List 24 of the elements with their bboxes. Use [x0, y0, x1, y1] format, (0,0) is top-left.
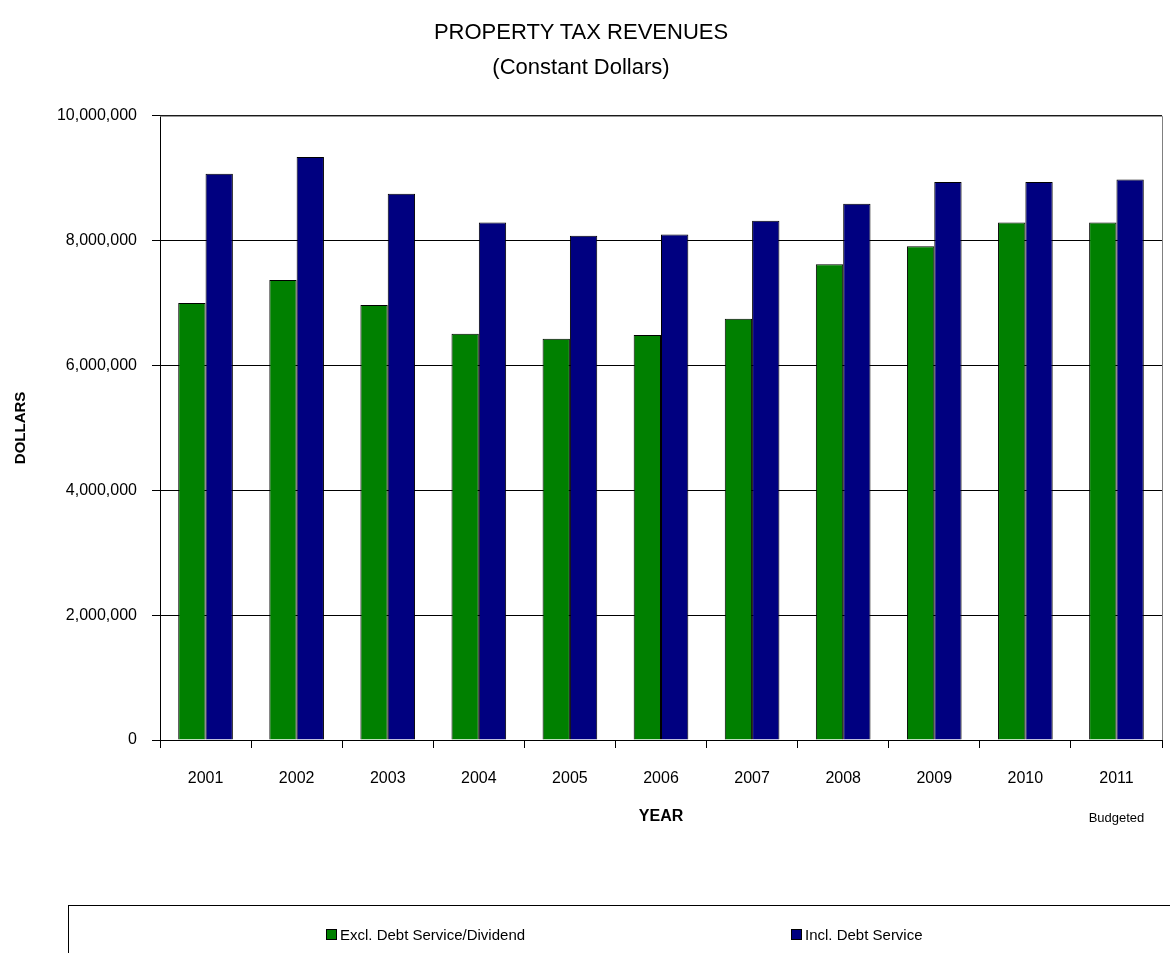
x-tick-label: 2008	[825, 769, 862, 787]
x-tick-label: 2011	[1099, 769, 1134, 787]
x-tick-label: 2009	[916, 769, 953, 787]
x-tick-label: 2003	[369, 769, 406, 787]
text: Budgeted	[1088, 809, 1145, 825]
x-tick-label: 2006	[643, 769, 679, 787]
x-tick-label: 2010	[1007, 769, 1044, 787]
y-tick-label: 6,000,000	[65, 355, 138, 373]
y-tick-label: 4,000,000	[65, 480, 138, 498]
chart-title: PROPERTY TAX REVENUES	[433, 19, 729, 45]
x-tick-label: 2001	[187, 769, 224, 787]
legend-label: Excl. Debt Service/Dividend	[340, 926, 526, 943]
y-tick-label: 0	[128, 730, 138, 748]
y-tick-label: 2,000,000	[65, 605, 138, 623]
y-axis-title: DOLLARS	[11, 391, 29, 465]
x-tick-label: 2005	[552, 769, 588, 787]
x-tick-label: 2004	[461, 769, 497, 787]
chart-subtitle: (Constant Dollars)	[492, 53, 670, 79]
legend-label: Incl. Debt Service	[805, 926, 923, 943]
y-tick-label: 10,000,000	[56, 106, 138, 124]
x-tick-label: 2002	[278, 769, 315, 787]
x-axis-title: YEAR	[638, 806, 684, 824]
x-tick-label: 2007	[734, 769, 770, 787]
y-tick-label: 8,000,000	[65, 231, 138, 249]
